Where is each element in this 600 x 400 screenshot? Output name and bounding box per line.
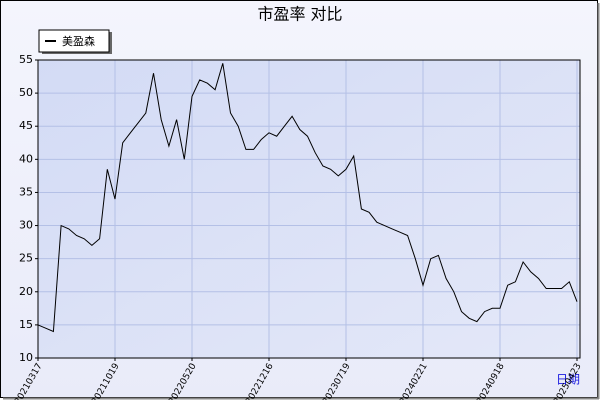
y-tick-label: 55	[19, 53, 33, 66]
y-tick-label: 30	[19, 219, 33, 232]
y-tick-label: 50	[19, 86, 33, 99]
y-tick-label: 20	[19, 285, 33, 298]
line	[37, 63, 578, 333]
y-tick-label: 45	[19, 119, 33, 132]
y-tick-label: 15	[19, 318, 33, 331]
legend: 美盈森	[38, 29, 112, 54]
y-tick-label: 10	[19, 351, 33, 364]
plot-border	[37, 59, 581, 359]
chart-title: 市盈率 对比	[257, 5, 342, 24]
legend-box	[38, 29, 110, 53]
x-axis-label: 日期	[556, 373, 580, 387]
y-tick-label: 35	[19, 185, 33, 198]
y-tick-label: 25	[19, 252, 33, 265]
y-tick-label: 40	[19, 152, 33, 165]
legend-label: 美盈森	[62, 34, 95, 48]
plot-area	[38, 60, 580, 358]
